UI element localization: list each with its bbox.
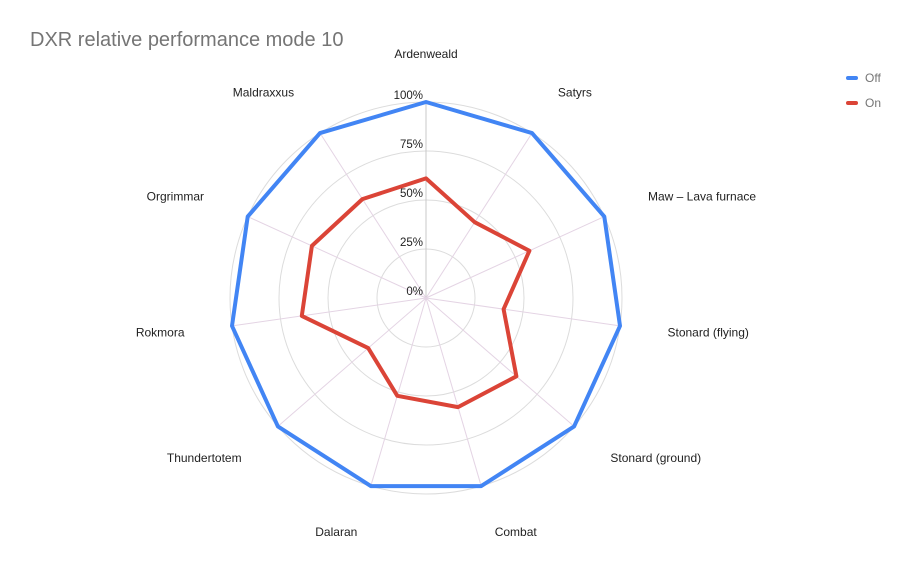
category-label-1: Satyrs bbox=[558, 86, 592, 100]
category-label-4: Stonard (ground) bbox=[610, 451, 701, 465]
tick-label-3: 75% bbox=[400, 139, 423, 151]
legend-item-off[interactable]: Off bbox=[846, 71, 881, 85]
legend-swatch-on bbox=[846, 101, 858, 105]
spoke-1 bbox=[425, 132, 533, 299]
category-label-0: Ardenweald bbox=[394, 47, 457, 61]
category-label-7: Thundertotem bbox=[167, 451, 242, 465]
category-label-8: Rokmora bbox=[136, 326, 185, 340]
chart-title: DXR relative performance mode 10 bbox=[30, 29, 344, 51]
legend-label-on: On bbox=[865, 96, 882, 110]
spoke-6 bbox=[370, 297, 427, 487]
spoke-10 bbox=[319, 132, 427, 299]
series-on bbox=[299, 176, 532, 410]
category-label-10: Maldraxxus bbox=[233, 86, 294, 100]
spoke-9 bbox=[247, 216, 427, 299]
grid bbox=[229, 101, 623, 495]
spoke-8 bbox=[231, 297, 427, 327]
spoke-4 bbox=[425, 297, 575, 427]
category-label-3: Stonard (flying) bbox=[668, 326, 749, 340]
spoke-5 bbox=[425, 297, 482, 487]
tick-label-0: 0% bbox=[406, 286, 423, 298]
category-label-9: Orgrimmar bbox=[147, 190, 204, 204]
legend-swatch-off bbox=[846, 76, 858, 80]
series-off bbox=[230, 100, 622, 489]
legend-label-off: Off bbox=[865, 71, 881, 85]
spoke-3 bbox=[425, 297, 621, 327]
series-layer bbox=[230, 100, 622, 489]
tick-label-4: 100% bbox=[394, 90, 423, 102]
spoke-2 bbox=[425, 216, 605, 299]
tick-label-2: 50% bbox=[400, 188, 423, 200]
spoke-7 bbox=[277, 297, 427, 427]
category-label-6: Dalaran bbox=[315, 525, 357, 539]
tick-label-1: 25% bbox=[400, 237, 423, 249]
labels: 0% 25% 50% 75% 100% Ardenweald Satyrs Maw – Lav… bbox=[136, 47, 757, 539]
category-label-2: Maw – Lava furnace bbox=[648, 190, 756, 204]
legend-item-on[interactable]: On bbox=[846, 96, 881, 110]
category-label-5: Combat bbox=[495, 525, 538, 539]
